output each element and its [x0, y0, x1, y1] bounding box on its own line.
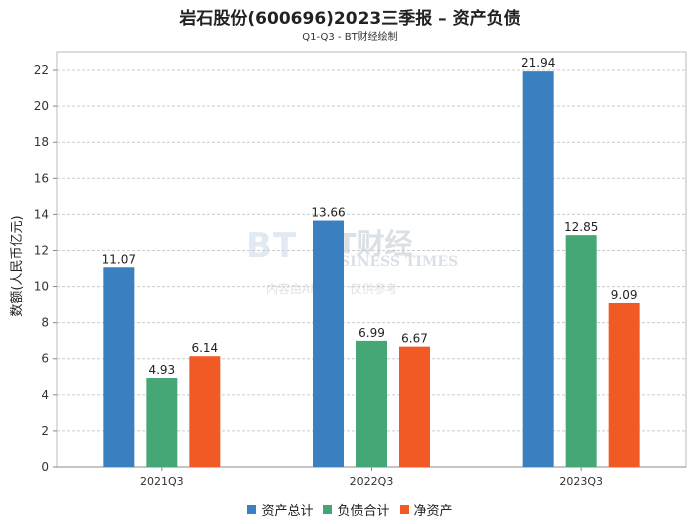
data-label: 9.09: [611, 288, 638, 302]
x-tick-label: 2023Q3: [559, 475, 603, 488]
y-tick-label: 18: [34, 135, 49, 149]
legend-item: 净资产: [399, 500, 453, 519]
bar: [565, 235, 597, 467]
bar: [103, 267, 135, 467]
y-tick-label: 0: [41, 460, 49, 474]
y-tick-label: 14: [34, 207, 49, 221]
data-label: 13.66: [311, 206, 345, 220]
legend-swatch: [323, 505, 333, 514]
data-label: 11.07: [102, 252, 136, 266]
y-tick-label: 22: [34, 63, 49, 77]
y-tick-label: 2: [41, 424, 49, 438]
bar: [399, 346, 430, 467]
watermark-logo: BT: [246, 226, 298, 266]
legend-swatch: [399, 505, 409, 514]
bar: [356, 340, 387, 467]
y-tick-label: 4: [41, 388, 49, 402]
y-tick-label: 10: [34, 280, 49, 294]
bar: [608, 302, 640, 467]
legend-item: 资产总计: [247, 500, 313, 519]
bar: [189, 356, 221, 467]
bar: [522, 71, 554, 467]
watermark-brand-en: BUSINESS TIMES: [316, 254, 459, 270]
legend-label: 资产总计: [261, 504, 314, 519]
legend-label: 净资产: [413, 504, 453, 519]
data-label: 6.67: [401, 332, 428, 346]
chart-title: 岩石股份(600696)2023三季报 – 资产负债: [179, 9, 521, 29]
chart-subtitle: Q1-Q3 - BT财经绘制: [302, 32, 398, 43]
data-label: 6.14: [191, 341, 218, 355]
x-tick-label: 2021Q3: [140, 475, 184, 488]
data-label: 21.94: [521, 56, 555, 70]
y-axis-label: 数额(人民币亿元): [10, 215, 25, 317]
legend-label: 负债合计: [337, 504, 390, 519]
data-label: 6.99: [358, 326, 385, 340]
data-label: 12.85: [564, 220, 598, 234]
data-label: 4.93: [148, 363, 175, 377]
legend-item: 负债合计: [323, 500, 390, 519]
bar: [146, 378, 178, 467]
y-tick-label: 20: [34, 99, 49, 113]
y-tick-label: 6: [41, 352, 49, 366]
y-tick-label: 8: [41, 316, 49, 330]
y-tick-label: 16: [34, 171, 49, 185]
bar: [313, 220, 344, 467]
legend: 资产总计 负债合计 净资产: [0, 500, 700, 519]
legend-swatch: [247, 505, 257, 514]
y-tick-label: 12: [34, 243, 49, 257]
x-tick-label: 2022Q3: [350, 475, 394, 488]
